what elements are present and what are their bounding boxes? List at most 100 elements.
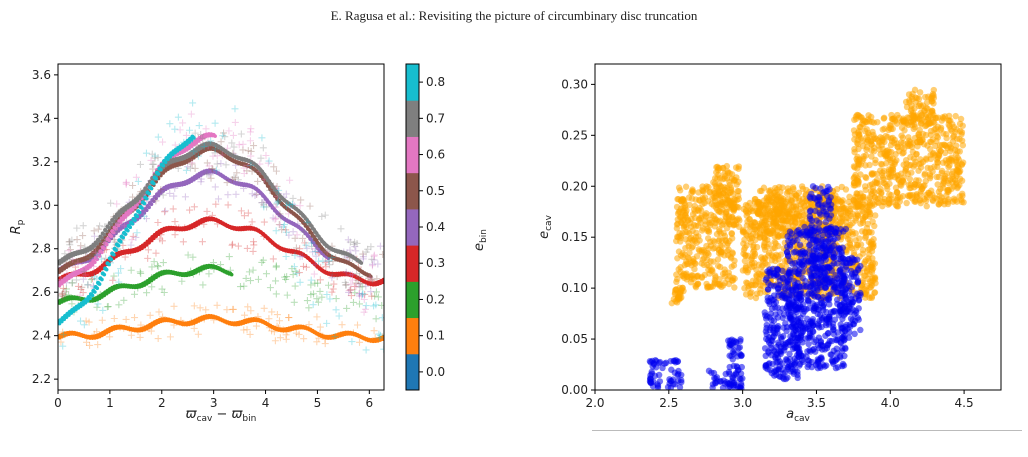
left-xtick-label: 1 <box>106 396 114 410</box>
data-point-cross <box>66 246 74 254</box>
data-point <box>949 173 956 180</box>
data-point-cross <box>301 239 309 247</box>
data-point-cross <box>359 253 367 261</box>
data-point <box>927 127 935 135</box>
data-point <box>786 213 793 221</box>
data-point <box>722 370 729 378</box>
data-point-cross <box>149 165 157 173</box>
data-point-cross <box>342 281 350 289</box>
data-point <box>776 194 783 201</box>
data-point-cross <box>285 314 293 322</box>
data-point-cross <box>209 165 217 173</box>
data-point-cross <box>273 200 281 208</box>
data-point-cross <box>207 137 215 145</box>
data-point-cross <box>196 304 204 312</box>
data-point-cross <box>368 255 376 263</box>
data-point <box>674 210 682 217</box>
data-point-cross <box>372 315 380 323</box>
data-point-cross <box>197 178 205 186</box>
data-point-cross <box>148 150 156 158</box>
data-point <box>832 217 839 224</box>
data-point <box>870 148 878 155</box>
data-point <box>754 198 761 206</box>
data-point <box>954 162 962 170</box>
data-point-cross <box>292 244 300 252</box>
data-point-cross <box>282 201 290 209</box>
data-point <box>927 165 934 172</box>
data-point-cross <box>260 218 268 226</box>
data-point <box>905 91 913 98</box>
data-point <box>668 366 675 373</box>
data-point-cross <box>280 223 288 231</box>
data-point <box>868 229 875 236</box>
data-point <box>369 274 373 279</box>
data-point-cross <box>66 238 74 246</box>
data-point <box>779 184 786 191</box>
data-point-cross <box>272 203 280 211</box>
data-point <box>732 164 740 171</box>
data-point <box>691 214 699 222</box>
data-point <box>688 244 696 251</box>
data-point-cross <box>249 247 257 255</box>
data-point <box>715 171 722 178</box>
data-point-cross <box>107 199 115 207</box>
data-point <box>133 218 137 223</box>
data-point-cross <box>154 153 162 161</box>
data-point <box>229 272 234 277</box>
data-point <box>958 131 965 138</box>
data-point <box>192 136 196 140</box>
data-point-cross <box>90 227 98 235</box>
data-point <box>850 127 858 134</box>
data-point <box>676 384 684 390</box>
data-point-cross <box>321 211 329 219</box>
data-point <box>64 315 69 319</box>
data-point-cross <box>361 290 369 298</box>
data-point <box>905 134 912 141</box>
data-point <box>742 263 750 270</box>
data-point <box>90 254 95 258</box>
data-point <box>95 257 100 262</box>
data-point <box>161 163 166 168</box>
data-point-cross <box>174 113 182 121</box>
data-point <box>891 139 898 147</box>
data-point-cross <box>147 156 155 164</box>
colorbar-segment <box>406 136 419 174</box>
data-point <box>109 222 114 227</box>
data-point <box>866 194 874 201</box>
data-point-cross <box>205 270 213 278</box>
data-point-cross <box>373 275 381 283</box>
data-point <box>156 193 161 198</box>
data-point-cross <box>311 248 319 256</box>
data-point <box>706 263 713 270</box>
data-point-cross <box>157 186 165 194</box>
data-point <box>213 134 217 138</box>
data-point <box>765 187 773 195</box>
data-point-cross <box>225 253 233 261</box>
data-point <box>749 253 756 260</box>
data-point <box>83 301 88 305</box>
data-point-cross <box>311 279 319 287</box>
data-point-cross <box>222 161 230 169</box>
data-point <box>792 195 799 202</box>
data-point-cross <box>290 298 298 306</box>
data-point <box>778 217 785 224</box>
data-point-cross <box>300 262 308 270</box>
data-point-cross <box>332 295 340 303</box>
colorbar-segment <box>406 281 419 319</box>
data-point <box>719 237 726 245</box>
data-point <box>723 208 730 216</box>
data-point-cross <box>351 289 359 297</box>
data-point-cross <box>295 269 303 277</box>
data-point <box>858 203 866 210</box>
data-point-cross <box>248 218 256 226</box>
data-point-cross <box>202 125 210 133</box>
data-point <box>679 213 687 220</box>
data-point-cross <box>274 197 282 205</box>
data-point-cross <box>269 214 277 222</box>
data-point <box>152 199 156 204</box>
left-ytick-label: 2.6 <box>32 285 51 299</box>
data-point-cross <box>273 311 281 319</box>
data-point-cross <box>272 277 280 285</box>
data-point-cross <box>288 200 296 208</box>
data-point-cross <box>127 331 135 339</box>
